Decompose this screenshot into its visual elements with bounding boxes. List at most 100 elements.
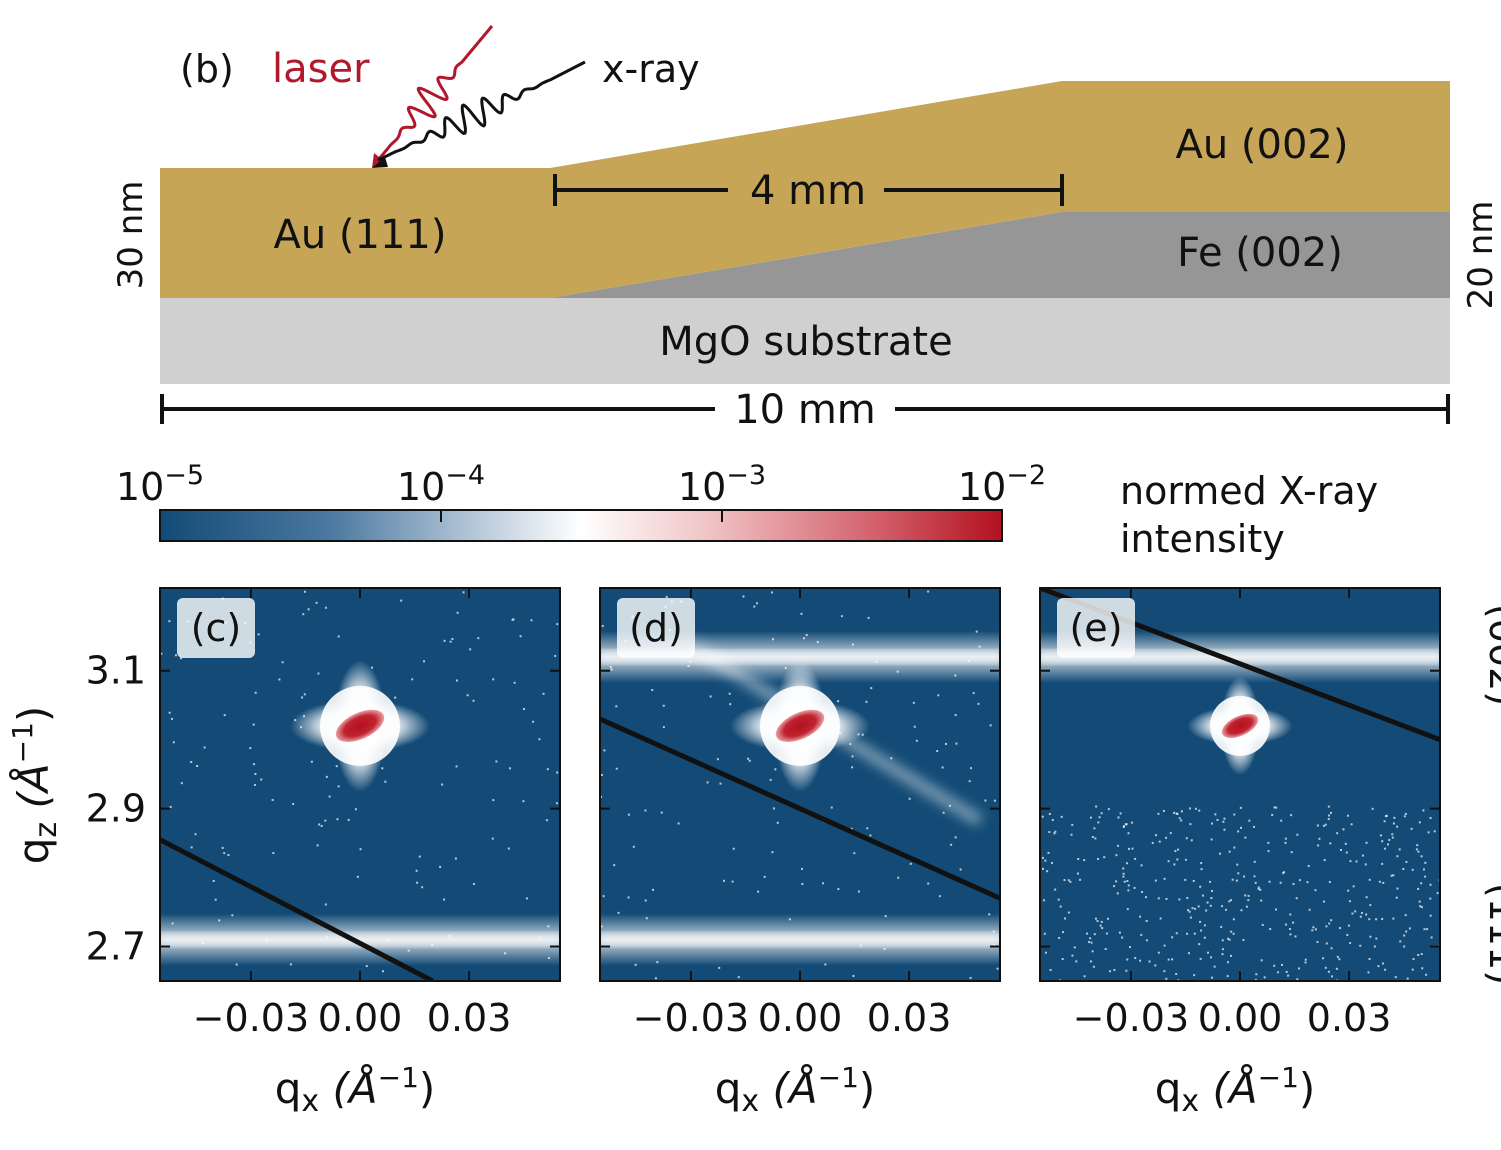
noise-speckle [1412, 958, 1415, 961]
noise-speckle [1228, 938, 1231, 941]
noise-speckle [1188, 807, 1191, 810]
noise-speckle [492, 799, 495, 802]
noise-speckle [805, 634, 808, 637]
noise-speckle [1209, 904, 1212, 907]
wedge-length-bar [553, 174, 1064, 206]
noise-speckle [1231, 878, 1234, 881]
noise-speckle [1165, 977, 1168, 980]
noise-speckle [1429, 897, 1432, 900]
noise-speckle [1097, 857, 1100, 860]
noise-speckle [1094, 917, 1097, 920]
noise-speckle [1360, 911, 1363, 914]
noise-speckle [757, 890, 760, 893]
noise-speckle [1424, 875, 1427, 878]
noise-speckle [936, 750, 939, 753]
noise-speckle [491, 837, 494, 840]
noise-speckle [1126, 880, 1129, 883]
noise-speckle [1345, 851, 1348, 854]
noise-speckle [1404, 914, 1407, 917]
noise-speckle [975, 630, 978, 633]
noise-speckle [1405, 930, 1408, 933]
noise-speckle [257, 633, 260, 636]
noise-speckle [1197, 905, 1200, 908]
noise-speckle [421, 886, 424, 889]
noise-speckle [1071, 823, 1074, 826]
y-tick-label: 2.9 [86, 787, 146, 831]
noise-speckle [1328, 814, 1331, 817]
noise-speckle [1167, 860, 1170, 863]
noise-speckle [603, 749, 606, 752]
noise-speckle [1308, 908, 1311, 911]
noise-speckle [1381, 917, 1384, 920]
noise-speckle [1060, 815, 1063, 818]
noise-speckle [492, 678, 495, 681]
noise-speckle [381, 970, 384, 973]
noise-speckle [1220, 905, 1223, 908]
map-panel: (e) −0.03 0.00 0.03 qx (Å−1) [1039, 587, 1441, 1119]
noise-speckle [600, 795, 603, 798]
noise-speckle [252, 723, 255, 726]
noise-speckle [1253, 875, 1256, 878]
noise-speckle [1125, 823, 1128, 826]
noise-speckle [1059, 905, 1062, 908]
noise-speckle [771, 638, 774, 641]
noise-speckle [310, 760, 313, 763]
noise-speckle [1222, 820, 1225, 823]
noise-speckle [1169, 832, 1172, 835]
noise-speckle [1054, 888, 1057, 891]
noise-speckle [1350, 823, 1353, 826]
noise-speckle [1198, 943, 1201, 946]
noise-speckle [1382, 881, 1385, 884]
noise-speckle [1046, 870, 1049, 873]
noise-speckle [1322, 957, 1325, 960]
noise-speckle [1279, 881, 1282, 884]
noise-speckle [1429, 817, 1432, 820]
noise-speckle [1368, 918, 1371, 921]
y-axis-label: qz (Å−1) [6, 706, 64, 865]
noise-speckle [203, 746, 206, 749]
noise-speckle [223, 714, 226, 717]
noise-speckle [1061, 958, 1064, 961]
noise-speckle [1292, 921, 1295, 924]
noise-speckle [1192, 879, 1195, 882]
noise-speckle [507, 847, 510, 850]
noise-speckle [1095, 805, 1098, 808]
x-tick-label: −0.03 [1073, 996, 1189, 1040]
noise-speckle [462, 591, 465, 594]
noise-speckle [1188, 910, 1191, 913]
noise-speckle [1421, 967, 1424, 970]
noise-speckle [1063, 917, 1066, 920]
noise-speckle [174, 654, 177, 657]
noise-speckle [1117, 816, 1120, 819]
noise-speckle [472, 882, 475, 885]
noise-speckle [1392, 822, 1395, 825]
noise-speckle [1433, 830, 1436, 833]
noise-speckle [1236, 863, 1239, 866]
noise-speckle [1171, 958, 1174, 961]
noise-speckle [1296, 833, 1299, 836]
noise-speckle [662, 704, 665, 707]
noise-speckle [1392, 917, 1395, 920]
noise-speckle [1178, 898, 1181, 901]
noise-speckle [1248, 819, 1251, 822]
noise-speckle [1253, 825, 1256, 828]
fe-layer [550, 212, 1450, 298]
noise-speckle [852, 975, 855, 978]
x-tick-label: −0.03 [193, 996, 309, 1040]
noise-speckle [1369, 904, 1372, 907]
noise-speckle [1336, 955, 1339, 958]
noise-speckle [1228, 900, 1231, 903]
noise-speckle [1375, 937, 1378, 940]
noise-speckle [1420, 953, 1423, 956]
noise-speckle [988, 913, 991, 916]
noise-speckle [729, 703, 732, 706]
noise-speckle [1405, 860, 1408, 863]
noise-speckle [709, 695, 712, 698]
noise-speckle [850, 827, 853, 830]
noise-speckle [1254, 881, 1257, 884]
fe002-label: Fe (002) [1177, 230, 1343, 276]
noise-speckle [477, 637, 480, 640]
noise-speckle [1122, 825, 1125, 828]
noise-speckle [1285, 970, 1288, 973]
noise-speckle [1417, 887, 1420, 890]
